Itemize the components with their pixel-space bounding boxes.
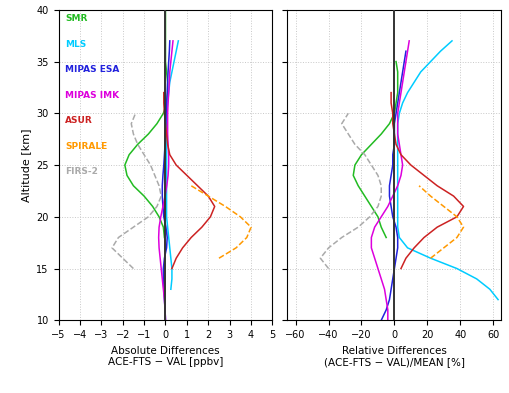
Text: SMR: SMR bbox=[65, 15, 88, 24]
Text: SPIRALE: SPIRALE bbox=[65, 142, 107, 151]
X-axis label: Relative Differences
(ACE-FTS − VAL)/MEAN [%]: Relative Differences (ACE-FTS − VAL)/MEA… bbox=[324, 345, 465, 367]
X-axis label: Absolute Differences
ACE-FTS − VAL [ppbv]: Absolute Differences ACE-FTS − VAL [ppbv… bbox=[108, 345, 223, 367]
Text: MLS: MLS bbox=[65, 40, 86, 49]
Text: FIRS-2: FIRS-2 bbox=[65, 167, 98, 176]
Text: MIPAS IMK: MIPAS IMK bbox=[65, 91, 119, 100]
Y-axis label: Altitude [km]: Altitude [km] bbox=[21, 128, 31, 202]
Text: MIPAS ESA: MIPAS ESA bbox=[65, 65, 119, 74]
Text: ASUR: ASUR bbox=[65, 116, 93, 125]
